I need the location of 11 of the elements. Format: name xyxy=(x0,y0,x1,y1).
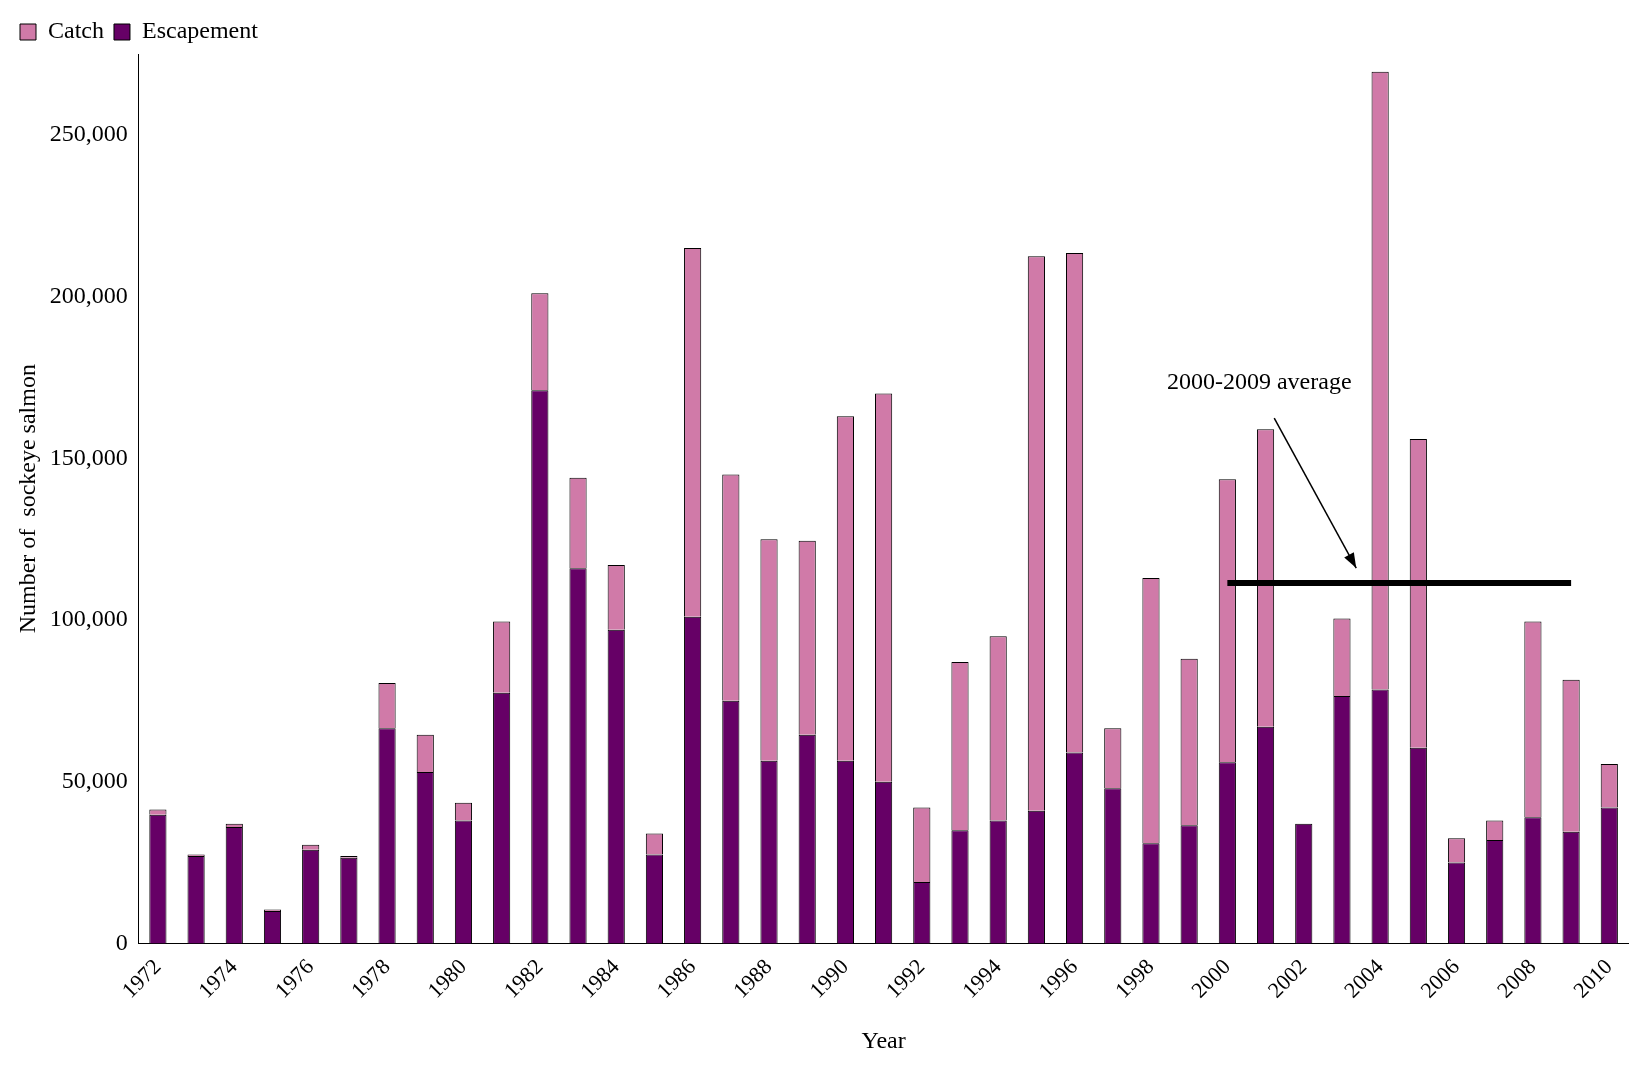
y-axis-title: Number of sockeye salmon xyxy=(13,364,40,634)
legend-label: Catch xyxy=(48,17,104,44)
legend-label: Escapement xyxy=(141,17,259,44)
annotation: 2000-2009 average xyxy=(1166,368,1352,395)
x-axis-title: Year xyxy=(861,1026,906,1053)
y-tick-label: 100,000 xyxy=(49,605,128,632)
y-tick-label: 250,000 xyxy=(49,120,128,147)
y-tick-label: 0 xyxy=(115,928,128,955)
y-tick-label: 50,000 xyxy=(61,767,128,793)
y-tick-label: 150,000 xyxy=(49,443,128,470)
y-tick-label: 200,000 xyxy=(49,281,128,308)
